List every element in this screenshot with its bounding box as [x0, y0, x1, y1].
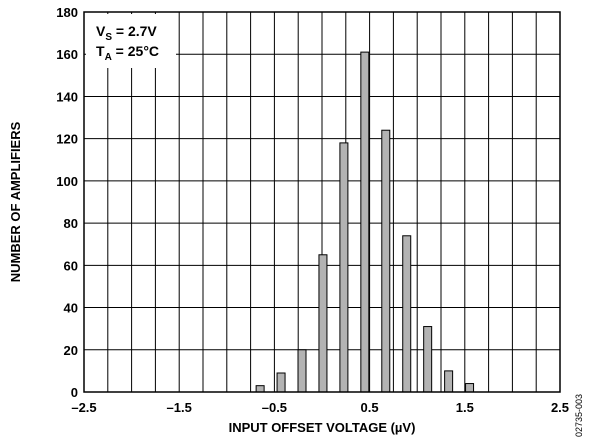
x-tick-label: –1.5: [167, 400, 192, 415]
y-tick-label: 140: [56, 89, 78, 104]
y-tick-label: 0: [71, 385, 78, 400]
y-tick-labels: 0 20 40 60 80 100 120 140 160 180: [56, 5, 78, 400]
histogram-bar: [276, 372, 286, 393]
annotation-vs: VS = 2.7V: [96, 23, 157, 43]
x-tick-labels: –2.5 –1.5 –0.5 0.5 1.5 2.5: [71, 400, 569, 415]
histogram-bar: [465, 383, 475, 393]
y-tick-label: 80: [64, 216, 78, 231]
y-tick-label: 100: [56, 174, 78, 189]
x-tick-label: 0.5: [361, 400, 379, 415]
histogram-bar: [444, 370, 454, 393]
histogram-bar: [297, 349, 307, 393]
figure-code: 02735-003: [574, 394, 584, 437]
histogram-bar: [402, 235, 412, 393]
histogram-bar: [318, 254, 328, 393]
y-tick-label: 160: [56, 47, 78, 62]
y-tick-label: 180: [56, 5, 78, 20]
y-tick-label: 40: [64, 301, 78, 316]
x-tick-label: –2.5: [71, 400, 96, 415]
x-axis-title: INPUT OFFSET VOLTAGE (µV): [229, 420, 416, 435]
x-tick-label: 1.5: [456, 400, 474, 415]
x-tick-label: –0.5: [262, 400, 287, 415]
histogram-bar: [423, 326, 433, 393]
y-axis-title: NUMBER OF AMPLIFIERS: [8, 121, 23, 282]
histogram-bar: [339, 142, 349, 393]
bars: [255, 51, 475, 393]
y-tick-label: 120: [56, 132, 78, 147]
y-tick-label: 60: [64, 258, 78, 273]
histogram-bar: [381, 129, 391, 393]
annotation-ta: TA = 25°C: [96, 43, 159, 63]
x-tick-label: 2.5: [551, 400, 569, 415]
plot-frame: [83, 11, 561, 393]
annotation-background: [86, 14, 176, 68]
histogram-bar: [360, 51, 370, 393]
y-tick-label: 20: [64, 343, 78, 358]
annotation-box: VS = 2.7V TA = 25°C: [86, 14, 176, 68]
histogram-bar: [255, 385, 265, 393]
